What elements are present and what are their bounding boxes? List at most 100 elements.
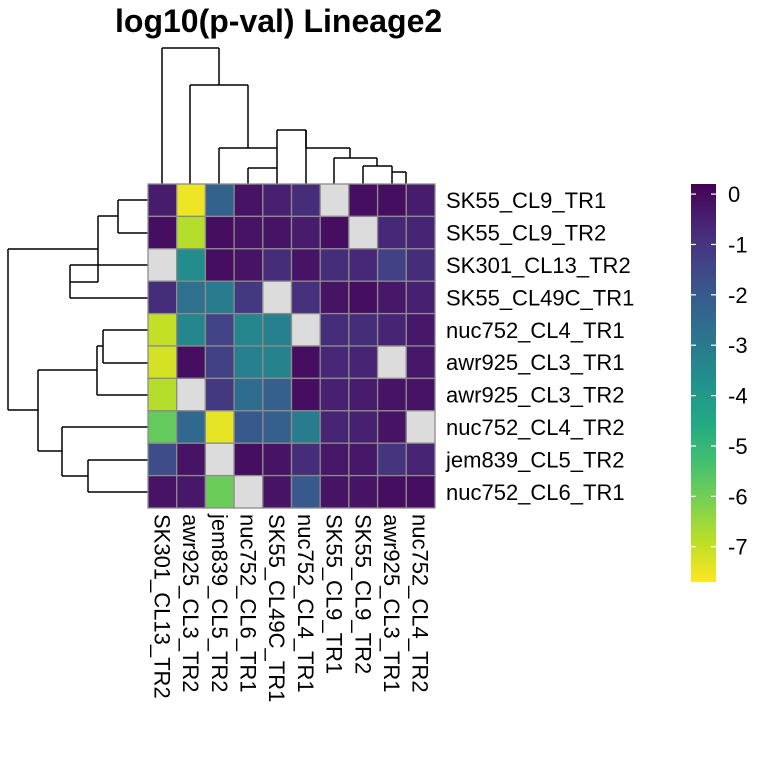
heatmap-cell [348, 345, 379, 380]
heatmap-cell [176, 215, 207, 250]
legend-tick-label: -7 [728, 535, 748, 560]
column-label: nuc752_CL4_TR2 [408, 514, 433, 693]
heatmap-cell [405, 280, 436, 315]
heatmap-cell [176, 248, 207, 282]
heatmap-cell [233, 474, 264, 509]
row-labels: SK55_CL9_TR1 SK55_CL9_TR2 SK301_CL13_TR2 SK… [445, 188, 634, 505]
heatmap-cell [348, 442, 379, 477]
heatmap-cell [348, 474, 379, 509]
row-label: SK55_CL9_TR2 [446, 221, 606, 246]
heatmap-cell [147, 312, 178, 347]
heatmap-cell [348, 183, 379, 218]
column-label: SK55_CL9_TR2 [350, 514, 375, 674]
row-label: awr925_CL3_TR2 [446, 383, 625, 408]
heatmap-cell [290, 410, 321, 444]
column-label: nuc752_CL6_TR1 [235, 514, 260, 693]
heatmap-cell [376, 183, 407, 218]
heatmap-cell [376, 248, 407, 282]
heatmap-cell [147, 345, 178, 380]
heatmap-cell [262, 410, 293, 444]
heatmap-cell [290, 215, 321, 250]
heatmap-cell [147, 280, 178, 315]
heatmap-cell [262, 377, 293, 412]
heatmap-cell [147, 474, 178, 509]
heatmap-cell [290, 377, 321, 412]
heatmap-cell [204, 442, 235, 477]
heatmap-cell [319, 345, 350, 380]
column-label: SK301_CL13_TR2 [149, 514, 174, 699]
heatmap-cell [176, 312, 207, 347]
heatmap-cell [348, 377, 379, 412]
heatmap-cell [290, 280, 321, 315]
heatmap-cell [204, 312, 235, 347]
heatmap-cell [176, 345, 207, 380]
heatmap-cell [233, 280, 264, 315]
heatmap-cell [348, 248, 379, 282]
row-label: nuc752_CL6_TR1 [446, 480, 625, 505]
heatmap-cell [348, 215, 379, 250]
column-labels: SK301_CL13_TR2 awr925_CL3_TR2 jem839_CL5_T… [149, 513, 432, 702]
heatmap-cell [290, 474, 321, 509]
heatmap-cell [147, 410, 178, 444]
heatmap-cell [204, 410, 235, 444]
heatmap-cell [405, 248, 436, 282]
row-label: nuc752_CL4_TR1 [446, 318, 625, 343]
heatmap-cell [262, 474, 293, 509]
heatmap-cell [376, 442, 407, 477]
heatmap-cell [204, 215, 235, 250]
heatmap-cell [147, 442, 178, 477]
heatmap-cells [147, 183, 436, 509]
heatmap-cell [376, 474, 407, 509]
heatmap-cell [262, 215, 293, 250]
row-dendrogram [7, 199, 148, 493]
heatmap-cell [376, 410, 407, 444]
heatmap-cell [176, 442, 207, 477]
heatmap-cell [348, 280, 379, 315]
heatmap-cell [405, 312, 436, 347]
heatmap-cell [319, 183, 350, 218]
heatmap-cell [290, 248, 321, 282]
legend-tick-label: 0 [728, 182, 740, 207]
heatmap-cell [376, 280, 407, 315]
heatmap-cell [348, 410, 379, 444]
heatmap-cell [405, 377, 436, 412]
row-label: jem839_CL5_TR2 [445, 447, 625, 472]
heatmap-cell [290, 345, 321, 380]
heatmap-cell [176, 474, 207, 509]
heatmap-cell [176, 410, 207, 444]
heatmap-cell [376, 345, 407, 380]
heatmap-cell [405, 345, 436, 380]
heatmap-cell [147, 215, 178, 250]
heatmap-cell [233, 442, 264, 477]
column-label: SK55_CL49C_TR1 [264, 514, 289, 702]
heatmap-cell [204, 248, 235, 282]
heatmap-cell [319, 312, 350, 347]
heatmap-cell [405, 183, 436, 218]
heatmap-cell [405, 410, 436, 444]
heatmap-cell [233, 248, 264, 282]
heatmap-cell [147, 183, 178, 218]
heatmap-cell [204, 377, 235, 412]
heatmap-cell [348, 312, 379, 347]
heatmap-cell [319, 280, 350, 315]
column-label: SK55_CL9_TR1 [322, 514, 347, 674]
heatmap-cell [262, 312, 293, 347]
heatmap-cell [405, 215, 436, 250]
heatmap-cell [262, 183, 293, 218]
heatmap-cell [319, 442, 350, 477]
heatmap-cell [233, 312, 264, 347]
heatmap-cell [262, 442, 293, 477]
heatmap-cell [319, 215, 350, 250]
row-label: awr925_CL3_TR1 [446, 350, 625, 375]
heatmap-cell [204, 280, 235, 315]
legend-tick-label: -3 [728, 333, 748, 358]
heatmap-cell [176, 377, 207, 412]
legend-tick-label: -4 [728, 384, 748, 409]
column-label: awr925_CL3_TR2 [178, 514, 203, 693]
legend-tick-label: -1 [728, 232, 748, 257]
row-label: SK301_CL13_TR2 [446, 253, 631, 278]
legend-tick-label: -5 [728, 434, 748, 459]
heatmap-cell [262, 345, 293, 380]
column-label: nuc752_CL4_TR1 [293, 514, 318, 693]
heatmap-cell [176, 183, 207, 218]
